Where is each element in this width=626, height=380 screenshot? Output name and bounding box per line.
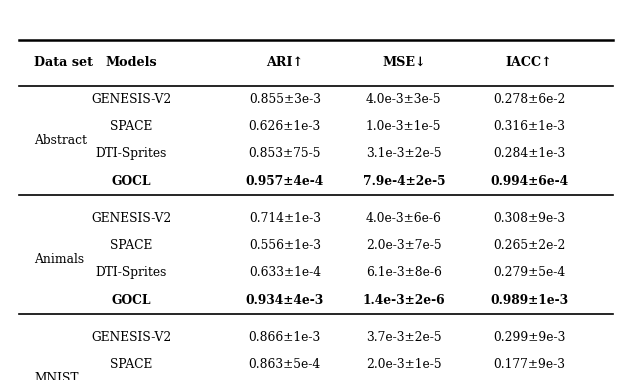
Text: 3.7e-3±2e-5: 3.7e-3±2e-5 bbox=[366, 331, 441, 344]
Text: 0.994±6e-4: 0.994±6e-4 bbox=[490, 175, 568, 188]
Text: 2.0e-3±7e-5: 2.0e-3±7e-5 bbox=[366, 239, 441, 252]
Text: 0.633±1e-4: 0.633±1e-4 bbox=[249, 266, 321, 279]
Text: DTI-Sprites: DTI-Sprites bbox=[96, 266, 167, 279]
Text: 0.853±75-5: 0.853±75-5 bbox=[249, 147, 321, 160]
Text: 0.556±1e-3: 0.556±1e-3 bbox=[249, 239, 321, 252]
Text: SPACE: SPACE bbox=[110, 358, 153, 371]
Text: Animals: Animals bbox=[34, 253, 85, 266]
Text: GOCL: GOCL bbox=[111, 175, 151, 188]
Text: GENESIS-V2: GENESIS-V2 bbox=[91, 93, 172, 106]
Text: 0.957±4e-4: 0.957±4e-4 bbox=[245, 175, 324, 188]
Text: 0.989±1e-3: 0.989±1e-3 bbox=[490, 294, 568, 307]
Text: 0.279±5e-4: 0.279±5e-4 bbox=[493, 266, 565, 279]
Text: 0.863±5e-4: 0.863±5e-4 bbox=[249, 358, 321, 371]
Text: 0.265±2e-2: 0.265±2e-2 bbox=[493, 239, 565, 252]
Text: 4.0e-3±3e-5: 4.0e-3±3e-5 bbox=[366, 93, 441, 106]
Text: 0.934±4e-3: 0.934±4e-3 bbox=[245, 294, 324, 307]
Text: 7.9e-4±2e-5: 7.9e-4±2e-5 bbox=[362, 175, 445, 188]
Text: 0.308±9e-3: 0.308±9e-3 bbox=[493, 212, 565, 225]
Text: IACC↑: IACC↑ bbox=[506, 56, 552, 69]
Text: GENESIS-V2: GENESIS-V2 bbox=[91, 212, 172, 225]
Text: 1.4e-3±2e-6: 1.4e-3±2e-6 bbox=[362, 294, 445, 307]
Text: GENESIS-V2: GENESIS-V2 bbox=[91, 331, 172, 344]
Text: DTI-Sprites: DTI-Sprites bbox=[96, 147, 167, 160]
Text: 0.866±1e-3: 0.866±1e-3 bbox=[249, 331, 321, 344]
Text: SPACE: SPACE bbox=[110, 239, 153, 252]
Text: ARI↑: ARI↑ bbox=[266, 56, 304, 69]
Text: 4.0e-3±6e-6: 4.0e-3±6e-6 bbox=[366, 212, 442, 225]
Text: 3.1e-3±2e-5: 3.1e-3±2e-5 bbox=[366, 147, 441, 160]
Text: 2.0e-3±1e-5: 2.0e-3±1e-5 bbox=[366, 358, 441, 371]
Text: 0.299±9e-3: 0.299±9e-3 bbox=[493, 331, 565, 344]
Text: 0.177±9e-3: 0.177±9e-3 bbox=[493, 358, 565, 371]
Text: 0.714±1e-3: 0.714±1e-3 bbox=[249, 212, 321, 225]
Text: 0.316±1e-3: 0.316±1e-3 bbox=[493, 120, 565, 133]
Text: 0.278±6e-2: 0.278±6e-2 bbox=[493, 93, 565, 106]
Text: 6.1e-3±8e-6: 6.1e-3±8e-6 bbox=[366, 266, 442, 279]
Text: GOCL: GOCL bbox=[111, 294, 151, 307]
Text: 0.855±3e-3: 0.855±3e-3 bbox=[249, 93, 321, 106]
Text: MSE↓: MSE↓ bbox=[382, 56, 426, 69]
Text: 0.626±1e-3: 0.626±1e-3 bbox=[249, 120, 321, 133]
Text: SPACE: SPACE bbox=[110, 120, 153, 133]
Text: MNIST: MNIST bbox=[34, 372, 79, 380]
Text: Models: Models bbox=[106, 56, 157, 69]
Text: 0.284±1e-3: 0.284±1e-3 bbox=[493, 147, 565, 160]
Text: 1.0e-3±1e-5: 1.0e-3±1e-5 bbox=[366, 120, 441, 133]
Text: Abstract: Abstract bbox=[34, 134, 88, 147]
Text: Data set: Data set bbox=[34, 56, 93, 69]
